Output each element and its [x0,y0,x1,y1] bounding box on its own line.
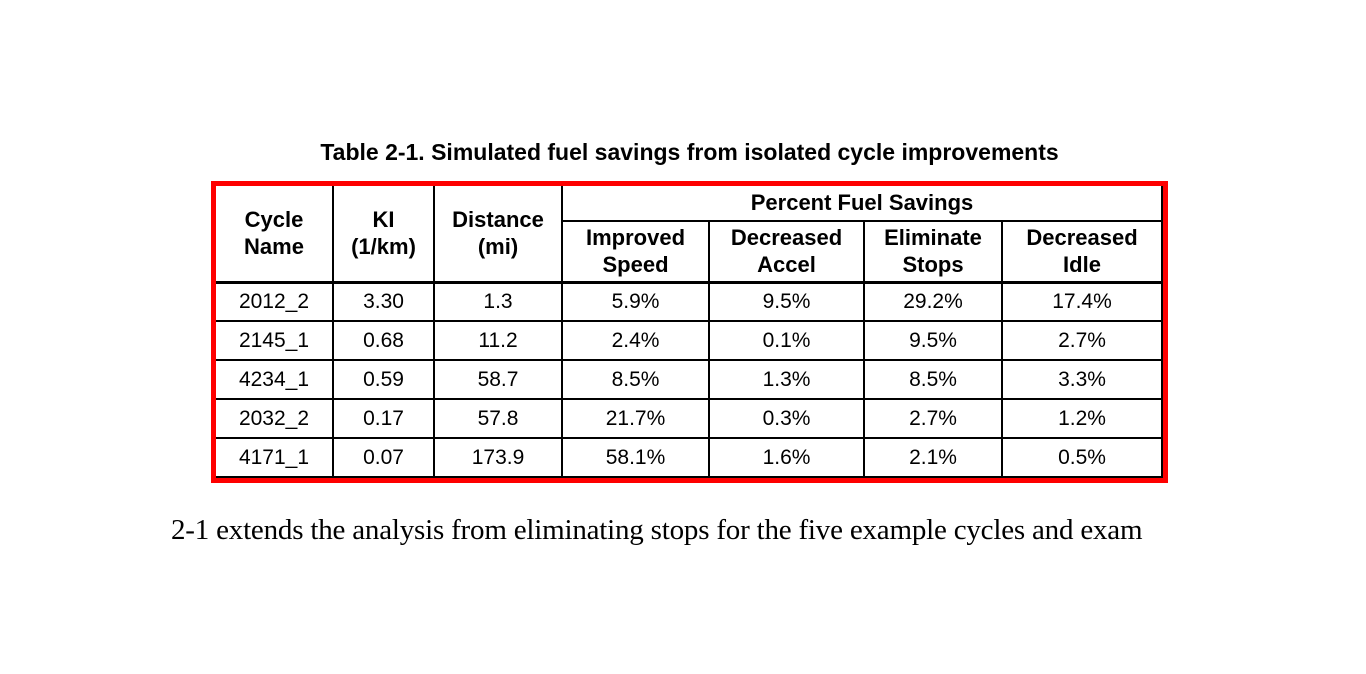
cell-eliminate-stops: 29.2% [865,284,1003,322]
cell-ki: 0.07 [334,439,435,476]
cell-cycle-name: 2012_2 [216,284,334,322]
cell-ki: 3.30 [334,284,435,322]
cell-eliminate-stops: 2.7% [865,400,1003,439]
cell-improved-speed: 2.4% [563,322,710,361]
cell-distance: 1.3 [435,284,563,322]
fuel-savings-table: Cycle Name KI (1/km) Distance (mi) Perce… [211,181,1168,483]
cell-improved-speed: 8.5% [563,361,710,400]
cell-decreased-accel: 0.1% [710,322,865,361]
cell-ki: 0.59 [334,361,435,400]
cell-decreased-accel: 9.5% [710,284,865,322]
cell-improved-speed: 5.9% [563,284,710,322]
cell-cycle-name: 4234_1 [216,361,334,400]
table-caption: Table 2-1. Simulated fuel savings from i… [320,139,1059,165]
cell-distance: 173.9 [435,439,563,476]
cell-ki: 0.17 [334,400,435,439]
cell-decreased-idle: 0.5% [1058,445,1106,469]
cell-cycle-name: 2145_1 [216,322,334,361]
cell-eliminate-stops: 2.1% [865,439,1003,476]
cell-eliminate-stops: 9.5% [865,322,1003,361]
cell-cycle-name: 4171_1 [216,439,334,476]
cell-eliminate-stops: 8.5% [865,361,1003,400]
cell-decreased-accel: 1.3% [710,361,865,400]
column-group-header-percent-fuel-savings: Percent Fuel Savings [563,186,1161,222]
column-header-distance: Distance (mi) [435,186,563,284]
cell-ki: 0.68 [334,322,435,361]
cell-decreased-idle: 3.3% [1003,361,1161,400]
column-header-eliminate-stops: Eliminate Stops [865,222,1003,284]
cell-decreased-accel: 1.6% [710,439,865,476]
cell-distance: 58.7 [435,361,563,400]
cell-improved-speed: 21.7% [563,400,710,439]
column-header-decreased-idle: Decreased Idle [1003,222,1161,284]
cell-decreased-idle: 2.7% [1003,322,1161,361]
cell-improved-speed: 58.1% [563,439,710,476]
cell-cycle-name: 2032_2 [216,400,334,439]
column-header-ki: KI (1/km) [334,186,435,284]
column-header-decreased-accel: Decreased Accel [710,222,865,284]
cell-decreased-accel: 0.3% [710,400,865,439]
cell-decreased-idle: 17.4% [1003,284,1161,322]
column-header-cycle-name: Cycle Name [216,186,334,284]
table-grid: Cycle Name KI (1/km) Distance (mi) Perce… [216,186,1163,478]
body-paragraph: 2-1 extends the analysis from eliminatin… [171,514,1143,546]
cell-distance: 57.8 [435,400,563,439]
cell-distance: 11.2 [435,322,563,361]
column-header-improved-speed: Improved Speed [563,222,710,284]
cell-decreased-idle: 1.2% [1003,400,1161,439]
